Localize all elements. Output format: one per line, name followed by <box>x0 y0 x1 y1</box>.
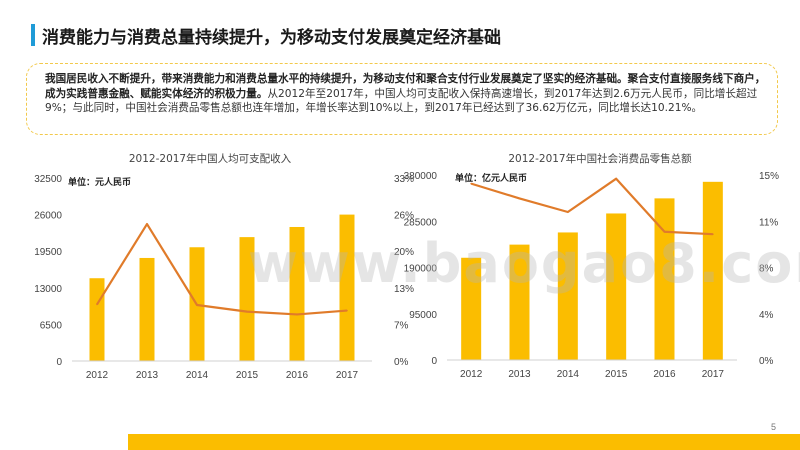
left-axis-tick: 19500 <box>34 247 62 258</box>
bar <box>702 181 723 360</box>
chart-title: 2012-2017年中国人均可支配收入 <box>129 152 292 165</box>
x-axis-tick: 2017 <box>702 369 725 380</box>
x-axis-tick: 2016 <box>286 370 309 381</box>
x-axis-tick: 2014 <box>186 370 209 381</box>
left-axis-tick: 190000 <box>404 264 438 275</box>
left-axis-tick: 95000 <box>409 310 437 321</box>
bar <box>89 278 105 361</box>
right-axis-tick: 8% <box>759 264 774 275</box>
x-axis-tick: 2015 <box>236 370 259 381</box>
right-axis-tick: 0% <box>759 356 774 367</box>
left-axis-tick: 285000 <box>404 217 438 228</box>
right-axis-tick: 13% <box>394 284 414 295</box>
right-axis-tick: 7% <box>394 320 409 331</box>
left-axis-tick: 13000 <box>34 284 62 295</box>
bar <box>557 232 578 360</box>
unit-label: 单位：元人民币 <box>68 176 131 188</box>
growth-rate-point <box>712 233 714 235</box>
unit-label: 单位：亿元人民币 <box>455 172 527 184</box>
chart-title: 2012-2017年中国社会消费品零售总额 <box>508 152 692 165</box>
right-axis-tick: 0% <box>394 357 409 368</box>
bar <box>461 257 482 360</box>
page-number: 5 <box>770 422 776 432</box>
right-axis-tick: 4% <box>759 310 774 321</box>
growth-rate-point <box>518 197 521 200</box>
growth-rate-point <box>567 211 569 213</box>
bar <box>606 213 627 360</box>
growth-rate-point <box>615 177 617 180</box>
left-axis-tick: 32500 <box>34 174 62 185</box>
bar <box>339 214 355 361</box>
income-chart: 2012-2017年中国人均可支配收入单位：元人民币 0 6500 13000 1950… <box>20 145 414 390</box>
growth-rate-line <box>96 222 348 316</box>
bar <box>509 244 530 360</box>
bar <box>654 198 675 360</box>
x-axis-tick: 2015 <box>605 369 628 380</box>
growth-rate-point <box>663 230 666 233</box>
growth-rate-line <box>470 177 713 236</box>
left-axis-tick: 380000 <box>404 171 438 182</box>
right-axis-tick: 26% <box>394 211 414 222</box>
right-axis-tick: 15% <box>759 171 779 182</box>
page-title: 消费能力与消费总量持续提升，为移动支付发展奠定经济基础 <box>42 28 501 48</box>
x-axis-tick: 2013 <box>136 370 159 381</box>
left-axis-tick: 0 <box>56 357 62 368</box>
summary-text: 从2012年至2017年，中国人均可支配收入保持高速增长，到2017年达到2.6… <box>45 87 758 115</box>
left-axis-tick: 6500 <box>40 320 63 331</box>
summary-box: 我国居民收入不断提升，带来消费能力和消费总量水平的持续提升，为移动支付和聚合支付… <box>26 63 778 135</box>
growth-rate-point <box>470 182 472 185</box>
bar <box>239 237 255 361</box>
bar <box>139 257 155 361</box>
growth-rate-point <box>196 304 198 306</box>
right-axis-tick: 11% <box>759 217 778 228</box>
bottom-accent-bar <box>128 434 800 450</box>
x-axis-tick: 2014 <box>557 369 580 380</box>
growth-rate-point <box>146 223 148 225</box>
bar <box>289 226 305 361</box>
left-axis-tick: 0 <box>431 356 437 367</box>
growth-rate-point <box>246 310 248 313</box>
x-axis-tick: 2012 <box>460 369 483 380</box>
x-axis-tick: 2017 <box>336 370 359 381</box>
x-axis-tick: 2016 <box>653 369 676 380</box>
title-accent-bar <box>31 24 35 46</box>
right-axis-tick: 33% <box>394 174 414 185</box>
retail-sales-chart: 2012-2017年中国社会消费品零售总额单位：亿元人民币 0 95000 19000… <box>404 145 790 390</box>
x-axis-tick: 2013 <box>508 369 531 380</box>
growth-rate-point <box>296 313 298 316</box>
summary-bold-text: 我国居民收入不断提升，带来消费能力和消费总量水平的持续提升，为移动支付和聚合支付… <box>45 73 766 100</box>
left-axis-tick: 26000 <box>34 211 62 222</box>
x-axis-tick: 2012 <box>86 370 109 381</box>
growth-rate-point <box>346 309 348 312</box>
growth-rate-point <box>96 303 98 306</box>
right-axis-tick: 20% <box>394 247 414 258</box>
